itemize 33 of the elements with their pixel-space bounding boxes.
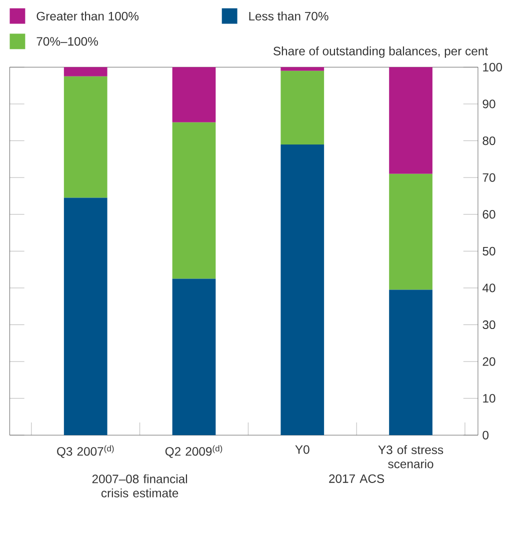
bar [64, 67, 108, 76]
x-tick-label: Q3 2007$^{(d)}$ [57, 445, 114, 458]
bar [64, 76, 108, 198]
bar [389, 174, 433, 290]
y-tick-label: 80 [482, 136, 496, 146]
y-tick-label: 20 [482, 357, 496, 366]
y-tick-label: 70 [482, 173, 496, 182]
y-tick-label: 40 [482, 284, 496, 292]
x-tick-label: Y3 of stress scenario [378, 445, 444, 468]
y-tick-label: 30 [482, 320, 496, 330]
legend-label: Greater than 100% [36, 12, 139, 20]
bar [280, 67, 324, 71]
bar [280, 144, 324, 436]
bar [64, 198, 108, 436]
bar [172, 122, 216, 279]
y-tick-label: 90 [482, 100, 496, 108]
y-tick-label: 60 [482, 210, 496, 219]
y-axis-title: Share of outstanding balances, per cent [274, 46, 488, 58]
bar [389, 290, 433, 436]
text: 2007–08 financial crisis estimate [92, 474, 188, 498]
bar [280, 70, 324, 144]
bar [172, 67, 216, 122]
bar [389, 67, 433, 174]
legend-label: 70%–100% [36, 37, 98, 46]
y-tick-label: 10 [483, 394, 496, 403]
y-tick-label: 0 [482, 430, 489, 440]
text: 2017 ACS [329, 474, 384, 483]
y-tick-label: 50 [482, 246, 496, 256]
bar [172, 278, 216, 436]
legend-label: Less than 70% [249, 12, 328, 20]
x-tick-label: Y0 [295, 445, 310, 454]
x-tick-label: Q2 2009$^{(d)}$ [166, 445, 222, 458]
y-tick-label: 100 [483, 62, 502, 72]
